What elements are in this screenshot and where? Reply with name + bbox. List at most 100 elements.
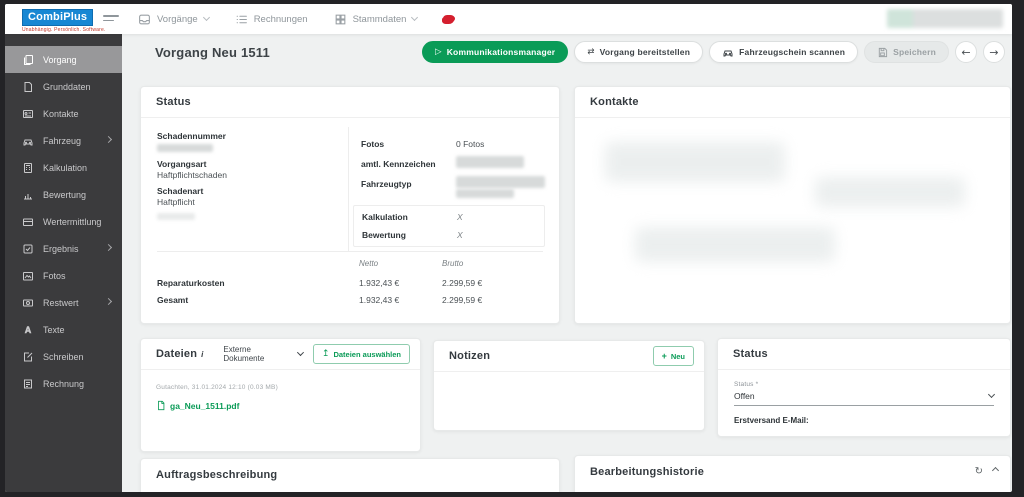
write-icon bbox=[24, 352, 33, 361]
document-filter-select[interactable]: Externe Dokumente bbox=[223, 345, 304, 363]
pdf-file-icon bbox=[158, 400, 165, 411]
status-panel: Status Schadennummer Vorgangsart Haftpfl… bbox=[140, 86, 560, 324]
fotos-value: 0 Fotos bbox=[456, 139, 485, 149]
status-right-panel: Status Status * Offen Erstversand E-Mail… bbox=[717, 338, 1011, 437]
panel-title: Auftragsbeschreibung bbox=[156, 468, 278, 481]
save-icon bbox=[878, 47, 888, 57]
next-button[interactable]: → bbox=[983, 41, 1005, 63]
sidebar-label: Schreiben bbox=[43, 351, 84, 362]
avatar bbox=[887, 9, 913, 28]
dateien-auswaehlen-button[interactable]: ↥ Dateien auswählen bbox=[312, 344, 410, 364]
sidebar-label: Bewertung bbox=[43, 189, 87, 200]
list-icon bbox=[236, 15, 247, 23]
photo-icon bbox=[23, 271, 33, 280]
panel-title: Dateien bbox=[156, 348, 198, 360]
checkbox-icon bbox=[23, 244, 33, 253]
fahrzeugtyp-value-redacted bbox=[456, 176, 545, 188]
erstversand-label: Erstversand E-Mail: bbox=[734, 416, 809, 425]
user-account-redacted[interactable] bbox=[887, 9, 1003, 28]
nav-item-stammdaten[interactable]: Stammdaten bbox=[334, 13, 419, 26]
sidebar-item-kontakte[interactable]: Kontakte bbox=[5, 100, 122, 127]
sidebar-item-texte[interactable]: A Texte bbox=[5, 316, 122, 343]
totals-row-label: Gesamt bbox=[157, 295, 189, 305]
sidebar-item-bewertung[interactable]: Bewertung bbox=[5, 181, 122, 208]
sidebar-item-kalkulation[interactable]: Kalkulation bbox=[5, 154, 122, 181]
play-icon: ▷ bbox=[434, 47, 442, 57]
chevron-right-icon bbox=[104, 297, 113, 305]
kalkulation-value: X bbox=[457, 212, 463, 222]
dateien-panel: Dateien i Externe Dokumente ↥ Dateien au… bbox=[140, 338, 421, 452]
document-icon bbox=[24, 81, 32, 92]
sidebar-item-grunddaten[interactable]: Grunddaten bbox=[5, 73, 122, 100]
schadenart-label: Schadenart bbox=[157, 186, 204, 196]
red-badge-icon[interactable] bbox=[443, 14, 455, 24]
letter-a-icon: A bbox=[25, 324, 33, 335]
sidebar-label: Fotos bbox=[43, 270, 66, 281]
sidebar: Vorgang Grunddaten Kontakte Fahrzeug Kal… bbox=[5, 34, 122, 492]
logo-text: CombiPlus bbox=[22, 9, 94, 26]
notizen-panel: Notizen + Neu bbox=[433, 340, 705, 431]
plus-icon: + bbox=[661, 351, 667, 361]
arrow-right-icon: → bbox=[989, 45, 999, 59]
sidebar-item-fotos[interactable]: Fotos bbox=[5, 262, 122, 289]
nav-label: Rechnungen bbox=[253, 13, 308, 25]
prev-button[interactable]: ← bbox=[955, 41, 977, 63]
chevron-down-icon bbox=[202, 13, 210, 22]
totals-row-netto: 1.932,43 € bbox=[359, 278, 400, 288]
vorgang-bereitstellen-button[interactable]: ⇄ Vorgang bereitstellen bbox=[574, 41, 704, 63]
sidebar-item-restwert[interactable]: Restwert bbox=[5, 289, 122, 316]
refresh-icon: ↻ bbox=[974, 466, 983, 477]
menu-toggle-icon[interactable] bbox=[103, 15, 119, 24]
sidebar-item-wertermittlung[interactable]: Wertermittlung bbox=[5, 208, 122, 235]
sidebar-label: Grunddaten bbox=[43, 81, 91, 92]
sidebar-item-ergebnis[interactable]: Ergebnis bbox=[5, 235, 122, 262]
panel-title: Kontakte bbox=[590, 96, 639, 108]
panel-title: Notizen bbox=[449, 350, 491, 362]
collapse-button[interactable] bbox=[991, 465, 1000, 478]
panel-title: Status bbox=[733, 348, 768, 360]
nav-item-rechnungen[interactable]: Rechnungen bbox=[235, 13, 308, 26]
sidebar-item-schreiben[interactable]: Schreiben bbox=[5, 343, 122, 370]
bewertung-value: X bbox=[457, 230, 463, 240]
sidebar-label: Kalkulation bbox=[43, 162, 88, 173]
refresh-button[interactable]: ↻ bbox=[975, 466, 983, 477]
kennzeichen-label: amtl. Kennzeichen bbox=[361, 159, 436, 169]
top-navigation: Vorgänge Rechnungen Stammdaten bbox=[138, 4, 455, 34]
brutto-column-header: Brutto bbox=[442, 259, 464, 268]
sidebar-item-rechnung[interactable]: Rechnung bbox=[5, 370, 122, 397]
schadenart-value: Haftpflicht bbox=[157, 197, 195, 207]
auftragsbeschreibung-panel: Auftragsbeschreibung bbox=[140, 458, 560, 492]
sidebar-item-fahrzeug[interactable]: Fahrzeug bbox=[5, 127, 122, 154]
car-scan-icon bbox=[723, 50, 733, 57]
fotos-label: Fotos bbox=[361, 139, 385, 149]
file-meta: Gutachten, 31.01.2024 12:10 (0.03 MB) bbox=[156, 384, 278, 391]
pages-icon bbox=[24, 54, 33, 65]
status-select[interactable]: Offen bbox=[734, 389, 996, 406]
info-icon[interactable]: i bbox=[201, 349, 204, 359]
calculator-icon bbox=[24, 162, 32, 173]
fahrzeugschein-scannen-button[interactable]: Fahrzeugschein scannen bbox=[709, 41, 859, 63]
sidebar-label: Ergebnis bbox=[43, 243, 79, 254]
redacted-content bbox=[605, 142, 785, 182]
chevron-right-icon bbox=[104, 243, 113, 251]
chevron-down-icon bbox=[987, 390, 996, 399]
bearbeitungshistorie-panel: Bearbeitungshistorie ↻ bbox=[574, 455, 1011, 492]
kommunikationsmanager-button[interactable]: ▷ Kommunikationsmanager bbox=[421, 41, 569, 63]
invoice-icon bbox=[24, 379, 32, 388]
file-link[interactable]: ga_Neu_1511.pdf bbox=[156, 400, 405, 411]
nav-item-vorgaenge[interactable]: Vorgänge bbox=[138, 13, 210, 26]
speichern-button[interactable]: Speichern bbox=[864, 41, 949, 63]
logo-tagline: Unabhängig. Persönlich. Software. bbox=[22, 27, 106, 33]
sidebar-label: Rechnung bbox=[43, 378, 85, 389]
totals-row-brutto: 2.299,59 € bbox=[442, 278, 483, 288]
sidebar-label: Fahrzeug bbox=[43, 135, 82, 146]
neu-button[interactable]: + Neu bbox=[652, 346, 694, 366]
sidebar-item-vorgang[interactable]: Vorgang bbox=[5, 46, 122, 73]
app-logo[interactable]: CombiPlus Unabhängig. Persönlich. Softwa… bbox=[22, 7, 106, 33]
vorgangsart-value: Haftpflichtschaden bbox=[157, 170, 227, 180]
sidebar-label: Wertermittlung bbox=[43, 216, 102, 227]
sidebar-label: Vorgang bbox=[43, 54, 77, 65]
redacted-value bbox=[157, 213, 195, 220]
header-actions: ▷ Kommunikationsmanager ⇄ Vorgang bereit… bbox=[421, 41, 1005, 63]
totals-row-brutto: 2.299,59 € bbox=[442, 295, 483, 305]
